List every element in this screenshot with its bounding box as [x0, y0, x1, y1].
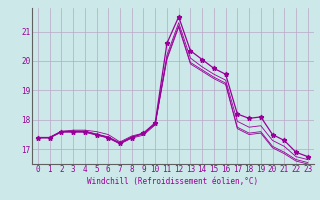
X-axis label: Windchill (Refroidissement éolien,°C): Windchill (Refroidissement éolien,°C) [87, 177, 258, 186]
